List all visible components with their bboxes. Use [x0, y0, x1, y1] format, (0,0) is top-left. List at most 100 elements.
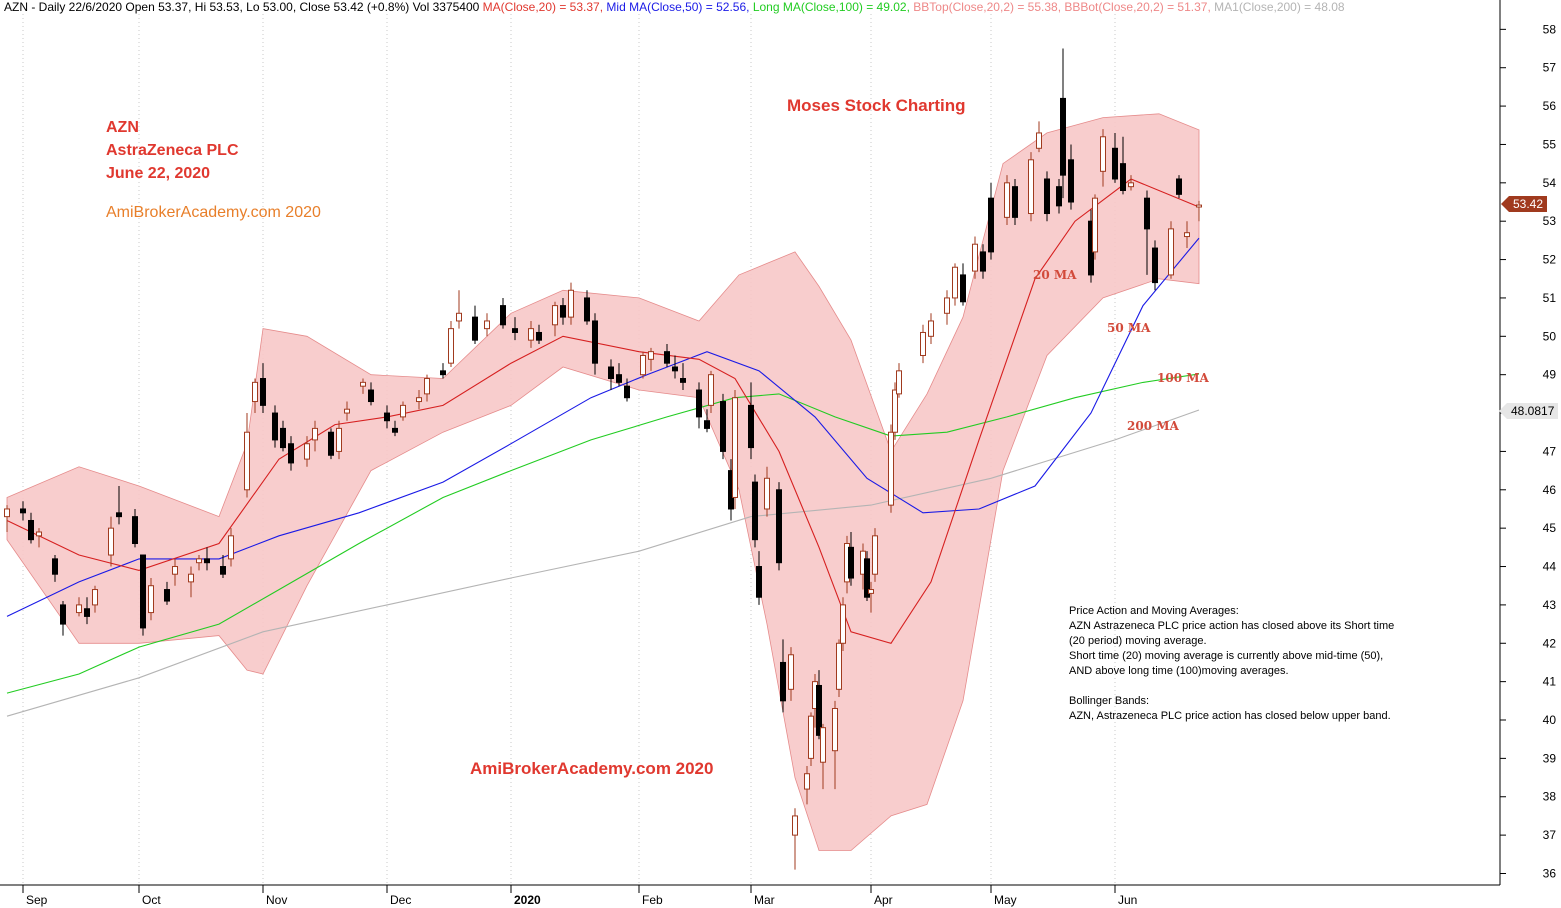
candle-body [116, 512, 122, 518]
candle [1028, 152, 1034, 222]
note-line-1: AZN Astrazeneca PLC price action has clo… [1069, 620, 1395, 647]
header-ma20: MA(Close,20) = 53.37, [482, 0, 604, 14]
candle [204, 547, 210, 571]
candle [672, 355, 678, 379]
candle [608, 359, 614, 391]
candle-body [440, 370, 446, 376]
candle [680, 363, 686, 391]
x-tick-label: 2020 [514, 893, 541, 907]
candle [536, 324, 542, 344]
candle [228, 528, 234, 567]
symbol-company: AstraZeneca PLC [106, 142, 239, 159]
candle-body [1176, 178, 1182, 195]
candle-body [20, 508, 26, 514]
candle [344, 401, 350, 421]
candle-body [344, 408, 350, 414]
candle-body [952, 266, 958, 299]
candle [1056, 178, 1062, 214]
candle-body [624, 385, 630, 399]
candle-body [1168, 228, 1174, 276]
candle-body [764, 477, 770, 510]
candle-body [1112, 147, 1118, 180]
header-ma100: Long MA(Close,100) = 49.02, [752, 0, 910, 14]
candlesticks [4, 48, 1202, 870]
note-bb: AZN, Astrazeneca PLC price action has cl… [1069, 710, 1391, 722]
candle [288, 436, 294, 471]
candle-body [528, 328, 534, 341]
moving-average-lines [6, 178, 1200, 717]
candle-body [708, 374, 714, 406]
y-tick-label: 41 [1543, 675, 1557, 689]
candle [1184, 221, 1190, 249]
candle [280, 420, 286, 452]
candle [1044, 171, 1050, 222]
candle-body [1068, 159, 1074, 203]
header-bbbot: BBBot(Close,20,2) = 51.37, [1064, 0, 1211, 14]
symbol-date: June 22, 2020 [106, 165, 211, 182]
candle-body [140, 554, 146, 629]
candle [988, 182, 994, 260]
candle [1036, 121, 1042, 153]
candle [440, 363, 446, 379]
candle-body [980, 251, 986, 272]
x-tick-label: Sep [26, 893, 48, 907]
candle [592, 313, 598, 375]
chart-header: AZN - Daily 22/6/2020 Open 53.37, Hi 53.… [4, 0, 1345, 14]
candle [864, 551, 870, 602]
candle [624, 378, 630, 402]
candle-body [888, 431, 894, 506]
candle-body [608, 366, 614, 380]
candle-body [92, 589, 98, 606]
candle-body [252, 381, 258, 403]
candle-body [1004, 182, 1010, 218]
candle-body [384, 412, 390, 422]
candle [776, 482, 782, 571]
close-price-box: 53.42 [1509, 196, 1548, 212]
candle [640, 351, 646, 379]
candle [748, 382, 754, 460]
candle-body [592, 320, 598, 364]
candle [500, 297, 506, 329]
ma200-price-pointer [1499, 403, 1507, 419]
candle [304, 436, 310, 467]
candle [196, 555, 202, 571]
y-tick-label: 45 [1543, 521, 1557, 535]
brand-title: Moses Stock Charting [787, 96, 966, 115]
candle-body [400, 404, 406, 418]
candle-body [1196, 204, 1202, 208]
candle [528, 320, 534, 348]
y-tick-label: 55 [1543, 137, 1557, 151]
candle [720, 393, 726, 460]
candle [1012, 178, 1018, 226]
candle [840, 597, 846, 651]
candle-body [28, 519, 34, 541]
ma20-line [6, 178, 1200, 644]
y-tick-label: 54 [1543, 176, 1557, 190]
y-tick-label: 56 [1543, 99, 1557, 113]
candle-body [960, 274, 966, 303]
candle-body [568, 289, 574, 318]
candle-body [392, 427, 398, 433]
candle-body [228, 535, 234, 560]
candle [312, 420, 318, 452]
candle [872, 528, 878, 582]
candle-body [288, 443, 294, 464]
candle [896, 363, 902, 398]
ma200-line [6, 409, 1200, 717]
y-tick-label: 37 [1543, 828, 1557, 842]
candle-body [704, 420, 710, 429]
header-ma200: MA1(Close,200) = 48.08 [1214, 0, 1345, 14]
candle-body [732, 397, 738, 498]
candle-body [840, 604, 846, 644]
candle [1120, 136, 1126, 195]
candle-body [776, 489, 782, 564]
candle-body [756, 566, 762, 598]
candle [448, 320, 454, 368]
candle [960, 263, 966, 306]
candle [92, 585, 98, 613]
y-tick-label: 46 [1543, 483, 1557, 497]
candle [868, 581, 874, 613]
candle [484, 313, 490, 337]
candle-body [1044, 178, 1050, 215]
candle [888, 424, 894, 513]
